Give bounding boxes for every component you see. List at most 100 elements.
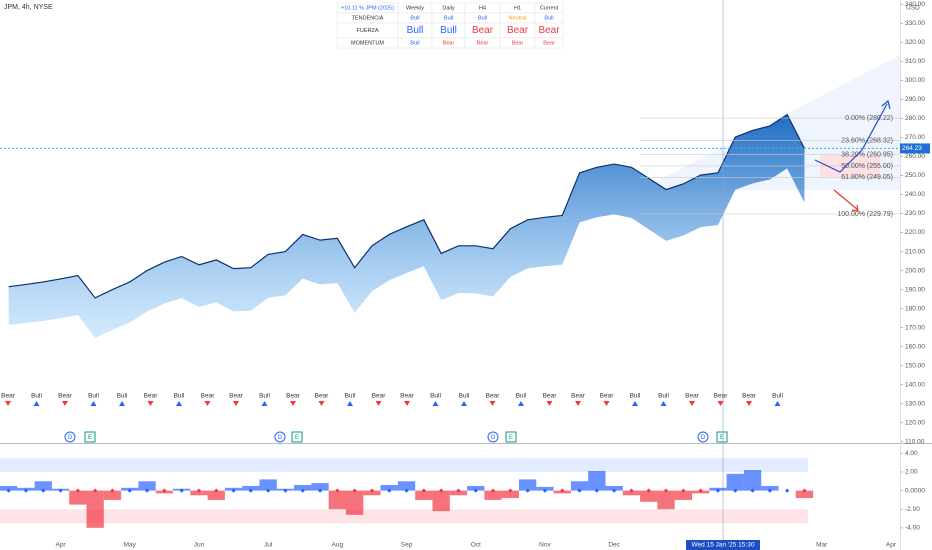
signal-label: Bull: [259, 393, 270, 400]
event-label: E: [88, 435, 92, 441]
signal-label: Bear: [486, 393, 501, 400]
crosshair-tag: [686, 540, 760, 550]
signal-label: Bull: [658, 393, 669, 400]
signal-triangle: [689, 401, 695, 406]
osc-dot: [283, 488, 288, 493]
osc-dot: [317, 488, 323, 493]
table-text: Bear: [443, 40, 455, 46]
osc-dot: [594, 488, 599, 493]
signal-triangle: [62, 401, 68, 406]
signal-triangle: [375, 401, 382, 406]
bull-arrowhead: [881, 99, 891, 110]
y-tick-label: 300.00: [905, 77, 925, 84]
osc-bar: [674, 490, 692, 500]
osc-bar: [501, 490, 519, 499]
signal-label: Bear: [201, 393, 216, 400]
osc-bar: [415, 490, 433, 500]
osc-bar: [0, 485, 18, 491]
price-tag: [900, 143, 930, 154]
y-tick-label: 340.00: [905, 1, 925, 8]
osc-dot: [733, 488, 738, 493]
y-tick-label: 280.00: [905, 115, 925, 122]
event-badge: [716, 431, 728, 443]
signal-triangle: [489, 401, 496, 406]
y-tick-label: 230.00: [905, 210, 925, 217]
signal-triangle: [404, 401, 410, 406]
osc-dot: [162, 488, 167, 493]
signal-triangle: [233, 401, 239, 406]
table-text: TENDENCIA: [352, 15, 384, 21]
osc-bar: [397, 481, 416, 491]
osc-tick-label: 2.00: [905, 469, 918, 476]
table-text: Bear: [512, 40, 524, 46]
osc-bar: [761, 485, 779, 491]
osc-dot: [681, 488, 686, 493]
table-text: H1: [514, 5, 521, 11]
signal-label: Bull: [516, 393, 527, 400]
signal-label: Bear: [315, 393, 330, 400]
signal-triangle: [290, 401, 296, 406]
signal-triangle: [261, 401, 268, 406]
osc-dot: [179, 488, 184, 493]
osc-dot: [750, 488, 755, 493]
y-tick-label: 130.00: [905, 400, 925, 407]
signal-triangle: [176, 401, 182, 406]
y-tick-label: 290.00: [905, 96, 925, 103]
y-tick-label: 260.00: [905, 153, 925, 160]
osc-dot: [767, 488, 772, 493]
osc-bar: [467, 485, 485, 491]
osc-bar: [640, 490, 658, 502]
trend-band: [8, 114, 805, 338]
osc-dot: [473, 488, 478, 493]
signal-label: Bear: [742, 393, 757, 400]
osc-bar: [605, 485, 623, 491]
osc-bar: [519, 479, 537, 491]
osc-dot: [387, 488, 392, 493]
y-tick-label: 110.00: [905, 438, 925, 445]
y-tick-label: 150.00: [905, 362, 925, 369]
x-tick-label: Sep: [401, 542, 413, 549]
signal-triangle: [461, 401, 467, 406]
x-tick-label: Jul: [264, 542, 273, 549]
table-text: Neutral: [509, 15, 527, 21]
y-tick-label: 170.00: [905, 324, 925, 331]
event-label: D: [68, 435, 73, 441]
osc-dot: [300, 488, 305, 493]
osc-bar: [363, 490, 381, 496]
osc-dot: [525, 488, 530, 493]
osc-dot: [802, 488, 807, 493]
osc-dot: [646, 488, 651, 493]
fib-label: 100.00% (229.79): [837, 211, 893, 218]
osc-lower-band: [0, 509, 808, 524]
table-text: Bear: [507, 25, 529, 36]
table-text: H4: [479, 5, 486, 11]
signal-triangle: [717, 401, 724, 406]
event-badge: [64, 431, 76, 443]
signal-label: Bear: [714, 393, 729, 400]
signal-label: Bear: [58, 393, 73, 400]
y-tick-label: 330.00: [905, 20, 925, 27]
event-label: D: [701, 435, 706, 441]
osc-bar: [726, 473, 744, 491]
x-tick-label: Aug: [332, 542, 344, 549]
osc-bar: [328, 490, 346, 510]
price-tag-label: 264.23: [902, 145, 922, 152]
signal-label: Bear: [543, 393, 558, 400]
osc-bar: [570, 481, 589, 491]
osc-dot: [248, 488, 253, 493]
table-text: Bear: [477, 40, 489, 46]
signal-label: Bull: [117, 393, 128, 400]
signal-triangle: [147, 401, 154, 406]
osc-bar: [311, 483, 329, 491]
y-tick-label: 240.00: [905, 191, 925, 198]
osc-bar: [34, 481, 52, 491]
fib-label: 0.00% (280.22): [845, 115, 893, 122]
osc-bar: [86, 490, 104, 528]
event-badge: [697, 431, 709, 443]
event-badge: [274, 431, 286, 443]
y-tick-label: 120.00: [905, 419, 925, 426]
osc-tick-label: -4.00: [905, 525, 920, 532]
osc-dot: [663, 488, 669, 493]
signal-triangle: [347, 401, 353, 406]
signal-label: Bull: [88, 393, 99, 400]
